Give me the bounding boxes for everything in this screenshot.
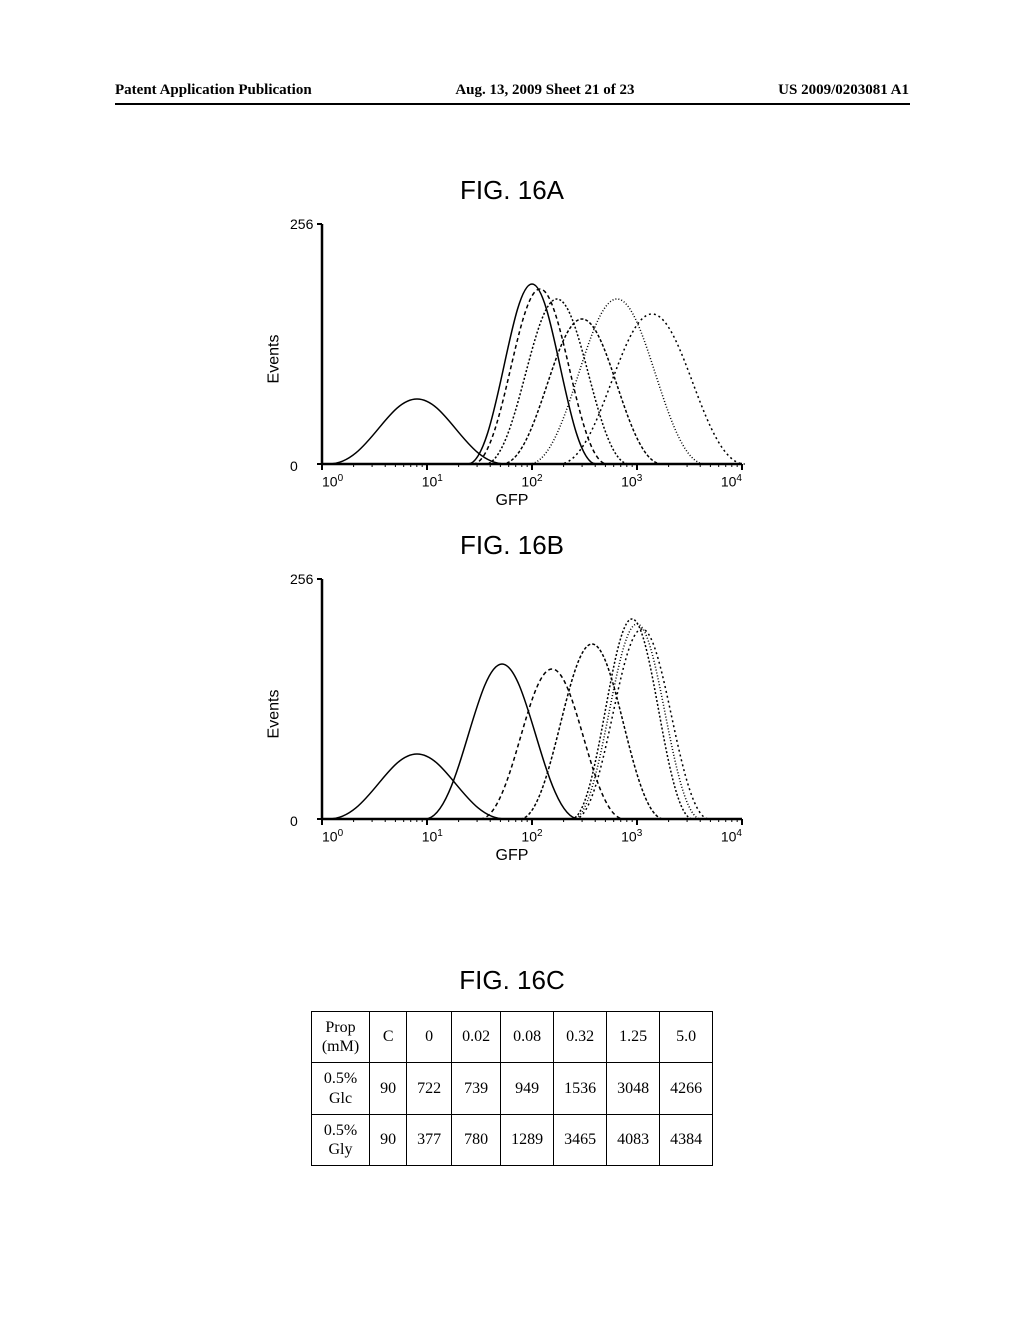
histogram-curve [468, 284, 596, 464]
histogram-curve [329, 754, 505, 819]
y-axis-label: Events [265, 690, 283, 739]
table-cell: 3465 [554, 1114, 607, 1165]
ytick-min: 0 [290, 813, 298, 829]
table-column-header: 0 [407, 1012, 452, 1063]
table-header-row: Prop(mM)C00.020.080.321.255.0 [311, 1012, 712, 1063]
xtick-3: 103 [621, 473, 642, 490]
table-cell: 722 [407, 1063, 452, 1114]
figure-16a-chart: 256 0 Events 100 101 102 103 104 GFP [262, 214, 762, 504]
x-axis-label: GFP [496, 492, 529, 510]
xtick-2: 102 [521, 473, 542, 490]
figure-16c-table: Prop(mM)C00.020.080.321.255.00.5%Glc9072… [311, 1011, 713, 1166]
table-column-header: 5.0 [660, 1012, 713, 1063]
header-left: Patent Application Publication [115, 82, 312, 99]
figure-16a-title: FIG. 16A [257, 175, 767, 206]
histogram-curve [571, 619, 693, 819]
xtick-4: 104 [721, 828, 742, 845]
xtick-0: 100 [322, 828, 343, 845]
table-row-header: 0.5%Glc [311, 1063, 369, 1114]
table-cell: 4266 [660, 1063, 713, 1114]
table-cell: 1289 [501, 1114, 554, 1165]
header-divider [115, 103, 910, 105]
x-axis-label: GFP [496, 847, 529, 865]
table-column-header: 0.02 [452, 1012, 501, 1063]
figure-16b: FIG. 16B 256 0 Events 100 101 102 103 10… [257, 530, 767, 859]
figure-16c-title: FIG. 16C [257, 965, 767, 996]
xtick-2: 102 [521, 828, 542, 845]
table-row: 0.5%Gly903777801289346540834384 [311, 1114, 712, 1165]
ytick-max: 256 [290, 216, 313, 232]
histogram-curve [529, 299, 705, 464]
table-cell: 4384 [660, 1114, 713, 1165]
table-row: 0.5%Glc90722739949153630484266 [311, 1063, 712, 1114]
header-center: Aug. 13, 2009 Sheet 21 of 23 [455, 82, 634, 99]
histogram-curve [502, 319, 662, 464]
histogram-curve [573, 624, 701, 819]
xtick-0: 100 [322, 473, 343, 490]
histogram-curve [520, 644, 664, 819]
x-tick-labels: 100 101 102 103 104 [322, 473, 742, 490]
table-column-header: 1.25 [607, 1012, 660, 1063]
figure-16a: FIG. 16A 256 0 Events 100 101 102 103 10… [257, 175, 767, 504]
histogram-curve [559, 314, 745, 464]
chart-svg-a [262, 214, 762, 504]
figure-16c: FIG. 16C Prop(mM)C00.020.080.321.255.00.… [257, 965, 767, 1166]
page-header: Patent Application Publication Aug. 13, … [0, 82, 1024, 99]
table-cell: 949 [501, 1063, 554, 1114]
table-row-header: 0.5%Gly [311, 1114, 369, 1165]
figure-16b-chart: 256 0 Events 100 101 102 103 104 GFP [262, 569, 762, 859]
figure-16b-title: FIG. 16B [257, 530, 767, 561]
histogram-curve [473, 289, 607, 464]
histogram-curve [485, 299, 629, 464]
table-cell: 1536 [554, 1063, 607, 1114]
table-cell: 3048 [607, 1063, 660, 1114]
table-cell: 739 [452, 1063, 501, 1114]
table-cell: 377 [407, 1114, 452, 1165]
chart-curves [329, 619, 709, 819]
xtick-1: 101 [422, 473, 443, 490]
xtick-4: 104 [721, 473, 742, 490]
histogram-curve [425, 664, 579, 819]
table-column-header: 0.32 [554, 1012, 607, 1063]
table-cell: 90 [370, 1063, 407, 1114]
histogram-curve [480, 669, 624, 819]
table-column-header: 0.08 [501, 1012, 554, 1063]
table-cell: 90 [370, 1114, 407, 1165]
table-corner-header: Prop(mM) [311, 1012, 369, 1063]
header-right: US 2009/0203081 A1 [778, 82, 909, 99]
ytick-min: 0 [290, 458, 298, 474]
table-cell: 780 [452, 1114, 501, 1165]
ytick-max: 256 [290, 571, 313, 587]
x-tick-labels: 100 101 102 103 104 [322, 828, 742, 845]
table-column-header: C [370, 1012, 407, 1063]
chart-axes [317, 224, 742, 464]
chart-svg-b [262, 569, 762, 859]
chart-axes [317, 579, 742, 819]
chart-curves [329, 284, 745, 464]
y-axis-label: Events [265, 335, 283, 384]
table-cell: 4083 [607, 1114, 660, 1165]
xtick-1: 101 [422, 828, 443, 845]
xtick-3: 103 [621, 828, 642, 845]
